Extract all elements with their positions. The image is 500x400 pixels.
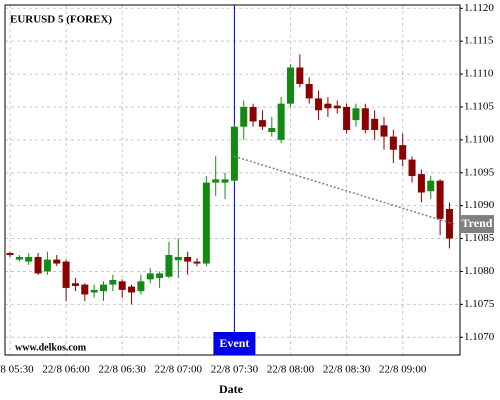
candle-body (81, 284, 89, 295)
candle-body (165, 255, 173, 277)
candle-body (305, 83, 313, 99)
candle-body (146, 273, 154, 280)
y-tick-label: 1.1070 (464, 331, 495, 343)
candle-body (212, 179, 220, 183)
candle-body (53, 259, 61, 264)
candle-body (427, 180, 435, 192)
candle-body (156, 273, 164, 279)
candle-body (287, 67, 294, 104)
y-tick-label: 1.1110 (464, 68, 494, 80)
y-tick-label: 1.1095 (464, 166, 495, 178)
candle-body (62, 261, 70, 288)
candle-body (343, 106, 351, 130)
candle-body (43, 259, 51, 272)
x-tick-label: 22/8 09:00 (379, 364, 427, 376)
candle-body (6, 253, 14, 255)
candle-body (417, 174, 425, 193)
candle-body (296, 67, 304, 84)
event-label: Event (219, 336, 249, 350)
candle-body (258, 120, 266, 127)
chart-title: EURUSD 5 (FOREX) (10, 14, 112, 26)
candle-body (100, 284, 107, 292)
candle-body (380, 125, 388, 137)
trend-label: Trend (462, 216, 493, 230)
watermark: www.delkos.com (15, 342, 87, 353)
candle-body (34, 256, 42, 274)
candle-body (361, 108, 369, 130)
y-tick-label: 1.1090 (464, 199, 495, 211)
x-tick-label: 22/8 07:30 (211, 364, 259, 376)
y-tick-label: 1.1080 (464, 265, 495, 277)
candle-body (249, 106, 257, 122)
candle-body (174, 256, 182, 261)
candle-body (193, 261, 201, 264)
x-tick-label: 22/8 08:00 (267, 364, 315, 376)
candle-body (240, 106, 248, 127)
candle-body (333, 105, 341, 109)
y-tick-label: 1.1085 (464, 232, 495, 244)
candle-body (25, 256, 33, 262)
candle-body (221, 179, 229, 183)
candle-body (277, 103, 285, 140)
candle-body (230, 126, 238, 181)
candle-body (324, 103, 332, 109)
candle-body (445, 208, 453, 239)
x-tick-label: 22/8 08:30 (323, 364, 371, 376)
candle-body (71, 283, 79, 286)
y-tick-label: 1.1115 (464, 35, 494, 47)
trend-label-box (461, 215, 494, 234)
candle-body (118, 281, 126, 290)
candle-body (184, 256, 192, 262)
candle-body (389, 136, 397, 150)
x-tick-label: 22/8 06:30 (99, 364, 147, 376)
x-tick-label: 22/8 05:30 (0, 364, 34, 376)
x-tick-label: 22/8 07:00 (155, 364, 203, 376)
y-tick-label: 1.1100 (464, 133, 494, 145)
candle-body (315, 98, 323, 111)
candle-body (128, 286, 136, 293)
x-axis-label: Date (219, 382, 244, 396)
event-label-box (213, 332, 256, 355)
candle-body (268, 128, 276, 132)
candle-body (137, 281, 145, 292)
candle-body (352, 108, 360, 121)
candle-body (90, 289, 98, 293)
candle-body (15, 256, 23, 260)
candle-body (371, 118, 379, 130)
candle-body (408, 159, 416, 177)
y-tick-label: 1.1105 (464, 101, 494, 113)
x-tick-label: 22/8 06:00 (42, 364, 90, 376)
candle-body (109, 280, 117, 285)
y-tick-label: 1.1120 (464, 2, 494, 14)
y-tick-label: 1.1075 (464, 298, 495, 310)
candle-body (399, 145, 407, 160)
candle-body (436, 180, 444, 219)
candle-body (202, 182, 210, 264)
